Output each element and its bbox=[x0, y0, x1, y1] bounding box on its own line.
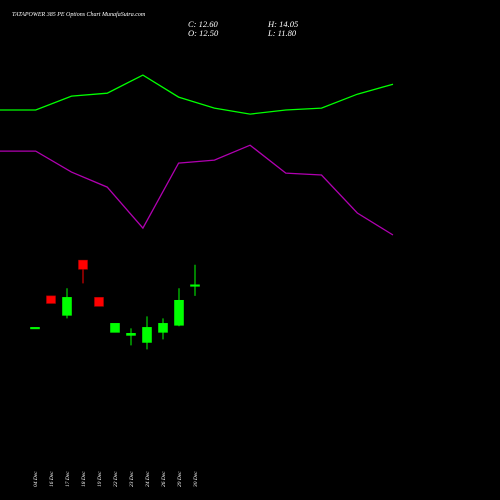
candle-body bbox=[174, 299, 184, 326]
x-tick-label: 19 Dec bbox=[97, 471, 103, 487]
candle-body bbox=[78, 259, 88, 270]
low-label: L: 11.80 bbox=[267, 28, 297, 38]
x-tick-label: 29 Dec bbox=[177, 471, 183, 487]
x-tick-label: 30 Dec bbox=[193, 471, 199, 488]
high-label: H: 14.05 bbox=[267, 19, 298, 29]
candle-body bbox=[62, 297, 72, 316]
x-tick-label: 17 Dec bbox=[65, 471, 71, 487]
candle-body bbox=[110, 323, 120, 333]
x-tick-label: 26 Dec bbox=[161, 471, 167, 487]
overlay-line bbox=[0, 74, 394, 115]
x-tick-label: 22 Dec bbox=[113, 471, 119, 487]
candle-body bbox=[46, 295, 56, 304]
x-tick-label: 04 Dec bbox=[32, 471, 39, 487]
x-tick-label: 16 Dec bbox=[49, 471, 55, 487]
candle-body bbox=[30, 327, 40, 330]
chart-title: TATAPOWER 385 PE Options Chart MunafaSut… bbox=[12, 11, 146, 18]
candle-body bbox=[94, 297, 104, 307]
open-label: O: 12.50 bbox=[188, 28, 219, 38]
x-tick-label: 18 Dec bbox=[81, 471, 87, 487]
candle-body bbox=[158, 323, 168, 333]
candle-body bbox=[126, 333, 136, 336]
candle-body bbox=[190, 284, 200, 287]
overlay-line bbox=[0, 144, 394, 236]
candle-body bbox=[142, 327, 152, 343]
close-label: C: 12.60 bbox=[188, 19, 219, 29]
x-tick-label: 23 Dec bbox=[129, 471, 135, 487]
x-tick-label: 24 Dec bbox=[144, 471, 151, 487]
